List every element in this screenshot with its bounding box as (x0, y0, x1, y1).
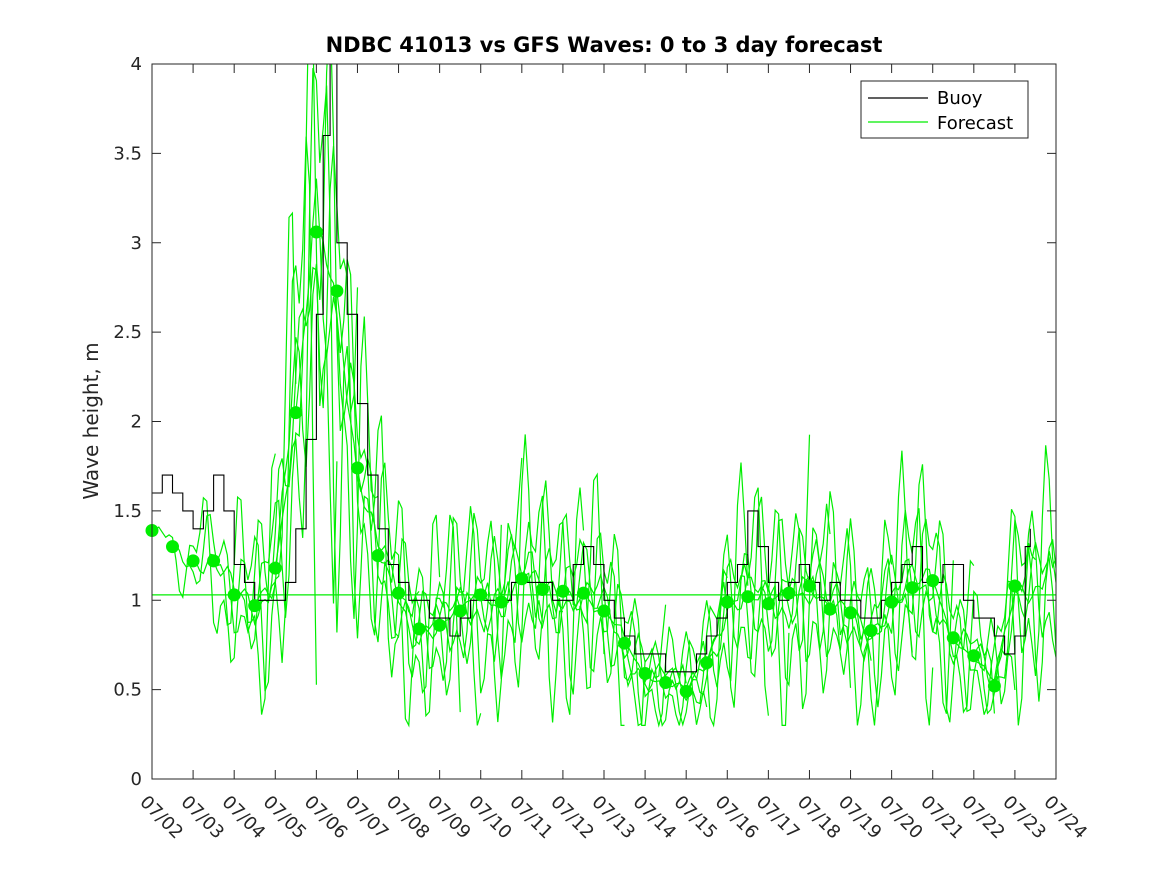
forecast-run-line (295, 178, 420, 728)
forecast-marker (207, 554, 221, 568)
forecast-run-line (152, 453, 276, 715)
forecast-marker (248, 599, 262, 613)
chart-title: NDBC 41013 vs GFS Waves: 0 to 3 day fore… (326, 33, 883, 57)
forecast-marker (515, 572, 529, 586)
y-tick-label: 2.5 (113, 322, 142, 343)
legend: Buoy Forecast (860, 80, 1029, 139)
forecast-marker (289, 406, 303, 420)
forecast-run-line (419, 434, 543, 679)
forecast-marker (823, 602, 837, 616)
buoy-line (152, 64, 1031, 673)
forecast-run-line (932, 445, 1056, 715)
y-tick-label: 3 (131, 233, 142, 254)
forecast-marker (967, 649, 981, 663)
forecast-marker (330, 284, 344, 298)
forecast-run-line (254, 64, 379, 619)
y-tick-label: 0.5 (113, 680, 142, 701)
forecast-marker (597, 604, 611, 618)
forecast-marker (700, 656, 714, 670)
forecast-marker (905, 581, 919, 595)
y-tick-label: 1 (131, 590, 142, 611)
forecast-marker (659, 676, 673, 689)
forecast-marker (166, 540, 179, 554)
forecast-marker (844, 606, 857, 620)
forecast-marker (618, 636, 631, 650)
forecast-run-line (398, 457, 523, 723)
forecast-marker (741, 590, 755, 604)
forecast-marker (309, 225, 323, 239)
forecast-marker (864, 624, 878, 638)
forecast-marker (412, 622, 426, 636)
forecast-marker (494, 595, 508, 609)
y-tick-label: 2 (131, 412, 142, 433)
y-axis-ticks: 0 0.5 1 1.5 2 2.5 3 3.5 4 (113, 54, 1056, 790)
legend-buoy-label: Buoy (937, 88, 983, 109)
forecast-marker (761, 597, 775, 611)
forecast-marker (474, 588, 488, 602)
forecast-run-line (356, 467, 482, 726)
forecast-marker (577, 586, 590, 600)
forecast-marker (433, 618, 447, 632)
y-tick-label: 0 (131, 769, 142, 790)
forecast-marker (371, 549, 385, 563)
forecast-marker (556, 584, 570, 598)
forecast-marker (679, 684, 693, 698)
forecast-marker (268, 561, 282, 575)
forecast-marker (186, 554, 200, 568)
forecast-run-line (316, 228, 441, 695)
y-tick-label: 1.5 (113, 501, 142, 522)
forecast-marker (1008, 579, 1022, 593)
series-layer (152, 64, 1031, 673)
y-tick-label: 4 (131, 54, 142, 75)
forecast-run-line (850, 518, 975, 723)
forecast-run-line (234, 68, 359, 633)
forecast-marker (987, 679, 1001, 693)
y-axis-label: Wave height, m (79, 342, 103, 499)
forecast-marker (803, 579, 816, 593)
forecast-marker (453, 604, 467, 618)
forecast-run-line (624, 462, 749, 727)
legend-forecast-label: Forecast (937, 113, 1013, 134)
forecast-run-line (542, 540, 667, 727)
forecast-run-line (480, 472, 605, 695)
forecast-marker (227, 588, 241, 602)
forecast-marker (392, 586, 405, 600)
forecast-marker (926, 574, 940, 588)
forecast-run-line (1014, 539, 1056, 605)
forecast-marker (720, 595, 734, 609)
plot-area (152, 64, 1056, 779)
legend-box (860, 80, 1029, 139)
forecast-marker (351, 461, 364, 475)
y-tick-label: 3.5 (113, 143, 142, 164)
forecast-marker (946, 631, 960, 645)
forecast-marker (885, 595, 899, 609)
forecast-marker (638, 667, 652, 680)
forecast-marker (782, 586, 796, 600)
forecast-markers (145, 225, 1022, 698)
forecast-run-line (767, 518, 893, 726)
forecast-marker (535, 583, 549, 596)
